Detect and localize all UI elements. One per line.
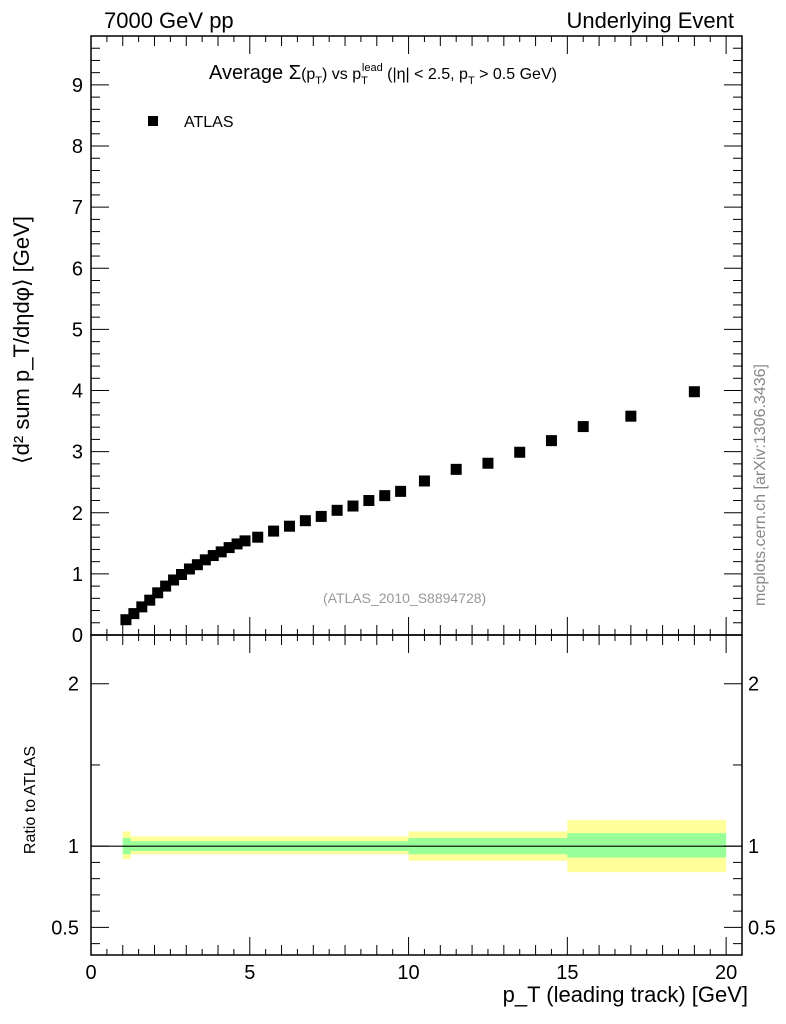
data-point [450, 463, 462, 475]
ratio-y-tick-label: 1 [68, 836, 79, 858]
ratio-y-tick-label-right: 1 [748, 836, 759, 858]
x-axis-label: p_T (leading track) [GeV] [502, 982, 748, 1007]
y-tick-label: 8 [72, 136, 83, 158]
tick-labels: 0 1 2 3 4 5 6 7 8 9 0 5 10 15 20 0.5 0.5 1 1 2 2 [51, 75, 776, 984]
data-point [136, 601, 148, 613]
data-point [215, 546, 227, 558]
data-point [160, 580, 172, 592]
y-tick-label: 6 [72, 258, 83, 280]
legend-marker-square-icon [148, 116, 158, 126]
data-point [144, 594, 156, 606]
data-point [577, 421, 589, 433]
collision-label: 7000 GeV pp [104, 8, 234, 33]
data-point [231, 538, 243, 550]
y-tick-label: 7 [72, 197, 83, 219]
y-tick-label: 0 [72, 625, 83, 647]
title-arg-sub: T [315, 75, 323, 87]
y-tick-label: 3 [72, 442, 83, 464]
title-vs-sup: lead [361, 62, 383, 75]
ratio-band-inner [122, 833, 727, 858]
y-tick-label: 9 [72, 75, 83, 97]
data-point [207, 550, 219, 562]
data-point [152, 587, 164, 599]
data-point [120, 614, 132, 626]
data-point [191, 559, 203, 571]
data-point [545, 435, 557, 447]
main-frame [90, 35, 743, 636]
data-point [128, 608, 140, 620]
data-points [120, 386, 700, 626]
process-label: Underlying Event [566, 8, 734, 33]
data-point [363, 495, 375, 507]
axis-ticks [90, 35, 743, 955]
y-tick-label: 2 [72, 503, 83, 525]
title-arg-close: ) [322, 66, 328, 83]
title-prefix: Average [209, 62, 289, 84]
data-point [625, 410, 637, 422]
ratio-y-tick-label: 2 [68, 674, 79, 696]
data-point [199, 554, 211, 566]
data-point [223, 542, 235, 554]
title-vs-sub: T [361, 75, 368, 87]
data-point [239, 535, 251, 547]
data-point [183, 563, 195, 575]
ratio-frame [90, 634, 743, 956]
plot-frames [90, 35, 743, 956]
title-arg: (p [301, 66, 316, 83]
y-tick-label: 5 [72, 319, 83, 341]
data-point [299, 515, 311, 527]
title-cuts-sub: T [467, 75, 475, 87]
data-point [482, 457, 494, 469]
legend-entry-atlas: ATLAS [148, 114, 234, 132]
y-tick-label: 1 [72, 564, 83, 586]
data-point [347, 500, 359, 512]
x-tick-label: 5 [244, 962, 255, 984]
ratio-y-tick-label: 0.5 [51, 917, 79, 939]
title-vs: vs p [327, 66, 362, 83]
x-tick-label: 15 [556, 962, 578, 984]
data-point [168, 574, 180, 586]
data-point [395, 485, 407, 497]
data-point [283, 520, 295, 532]
data-point [315, 510, 327, 522]
legend-label: ATLAS [184, 114, 234, 131]
ratio-y-tick-label-right: 0.5 [748, 917, 776, 939]
analysis-label: (ATLAS_2010_S8894728) [323, 590, 487, 606]
data-point [514, 446, 526, 458]
plot-title: Average Σ(pT) vs pTlead (|η| < 2.5, pT >… [209, 62, 557, 87]
x-tick-label: 0 [85, 962, 96, 984]
data-point [176, 568, 188, 580]
data-point [268, 525, 280, 537]
title-cuts-end: > 0.5 GeV) [474, 66, 557, 83]
title-cuts: (|η| < 2.5, p [382, 66, 468, 83]
x-tick-label: 20 [715, 962, 737, 984]
title-sigma: Σ [288, 62, 302, 84]
data-point [379, 490, 391, 502]
data-point [418, 475, 430, 487]
data-point [252, 531, 264, 543]
x-tick-label: 10 [397, 962, 419, 984]
data-point [331, 504, 343, 516]
y-tick-label: 4 [72, 381, 83, 403]
data-point [688, 386, 700, 398]
ratio-y-tick-label-right: 2 [748, 674, 759, 696]
